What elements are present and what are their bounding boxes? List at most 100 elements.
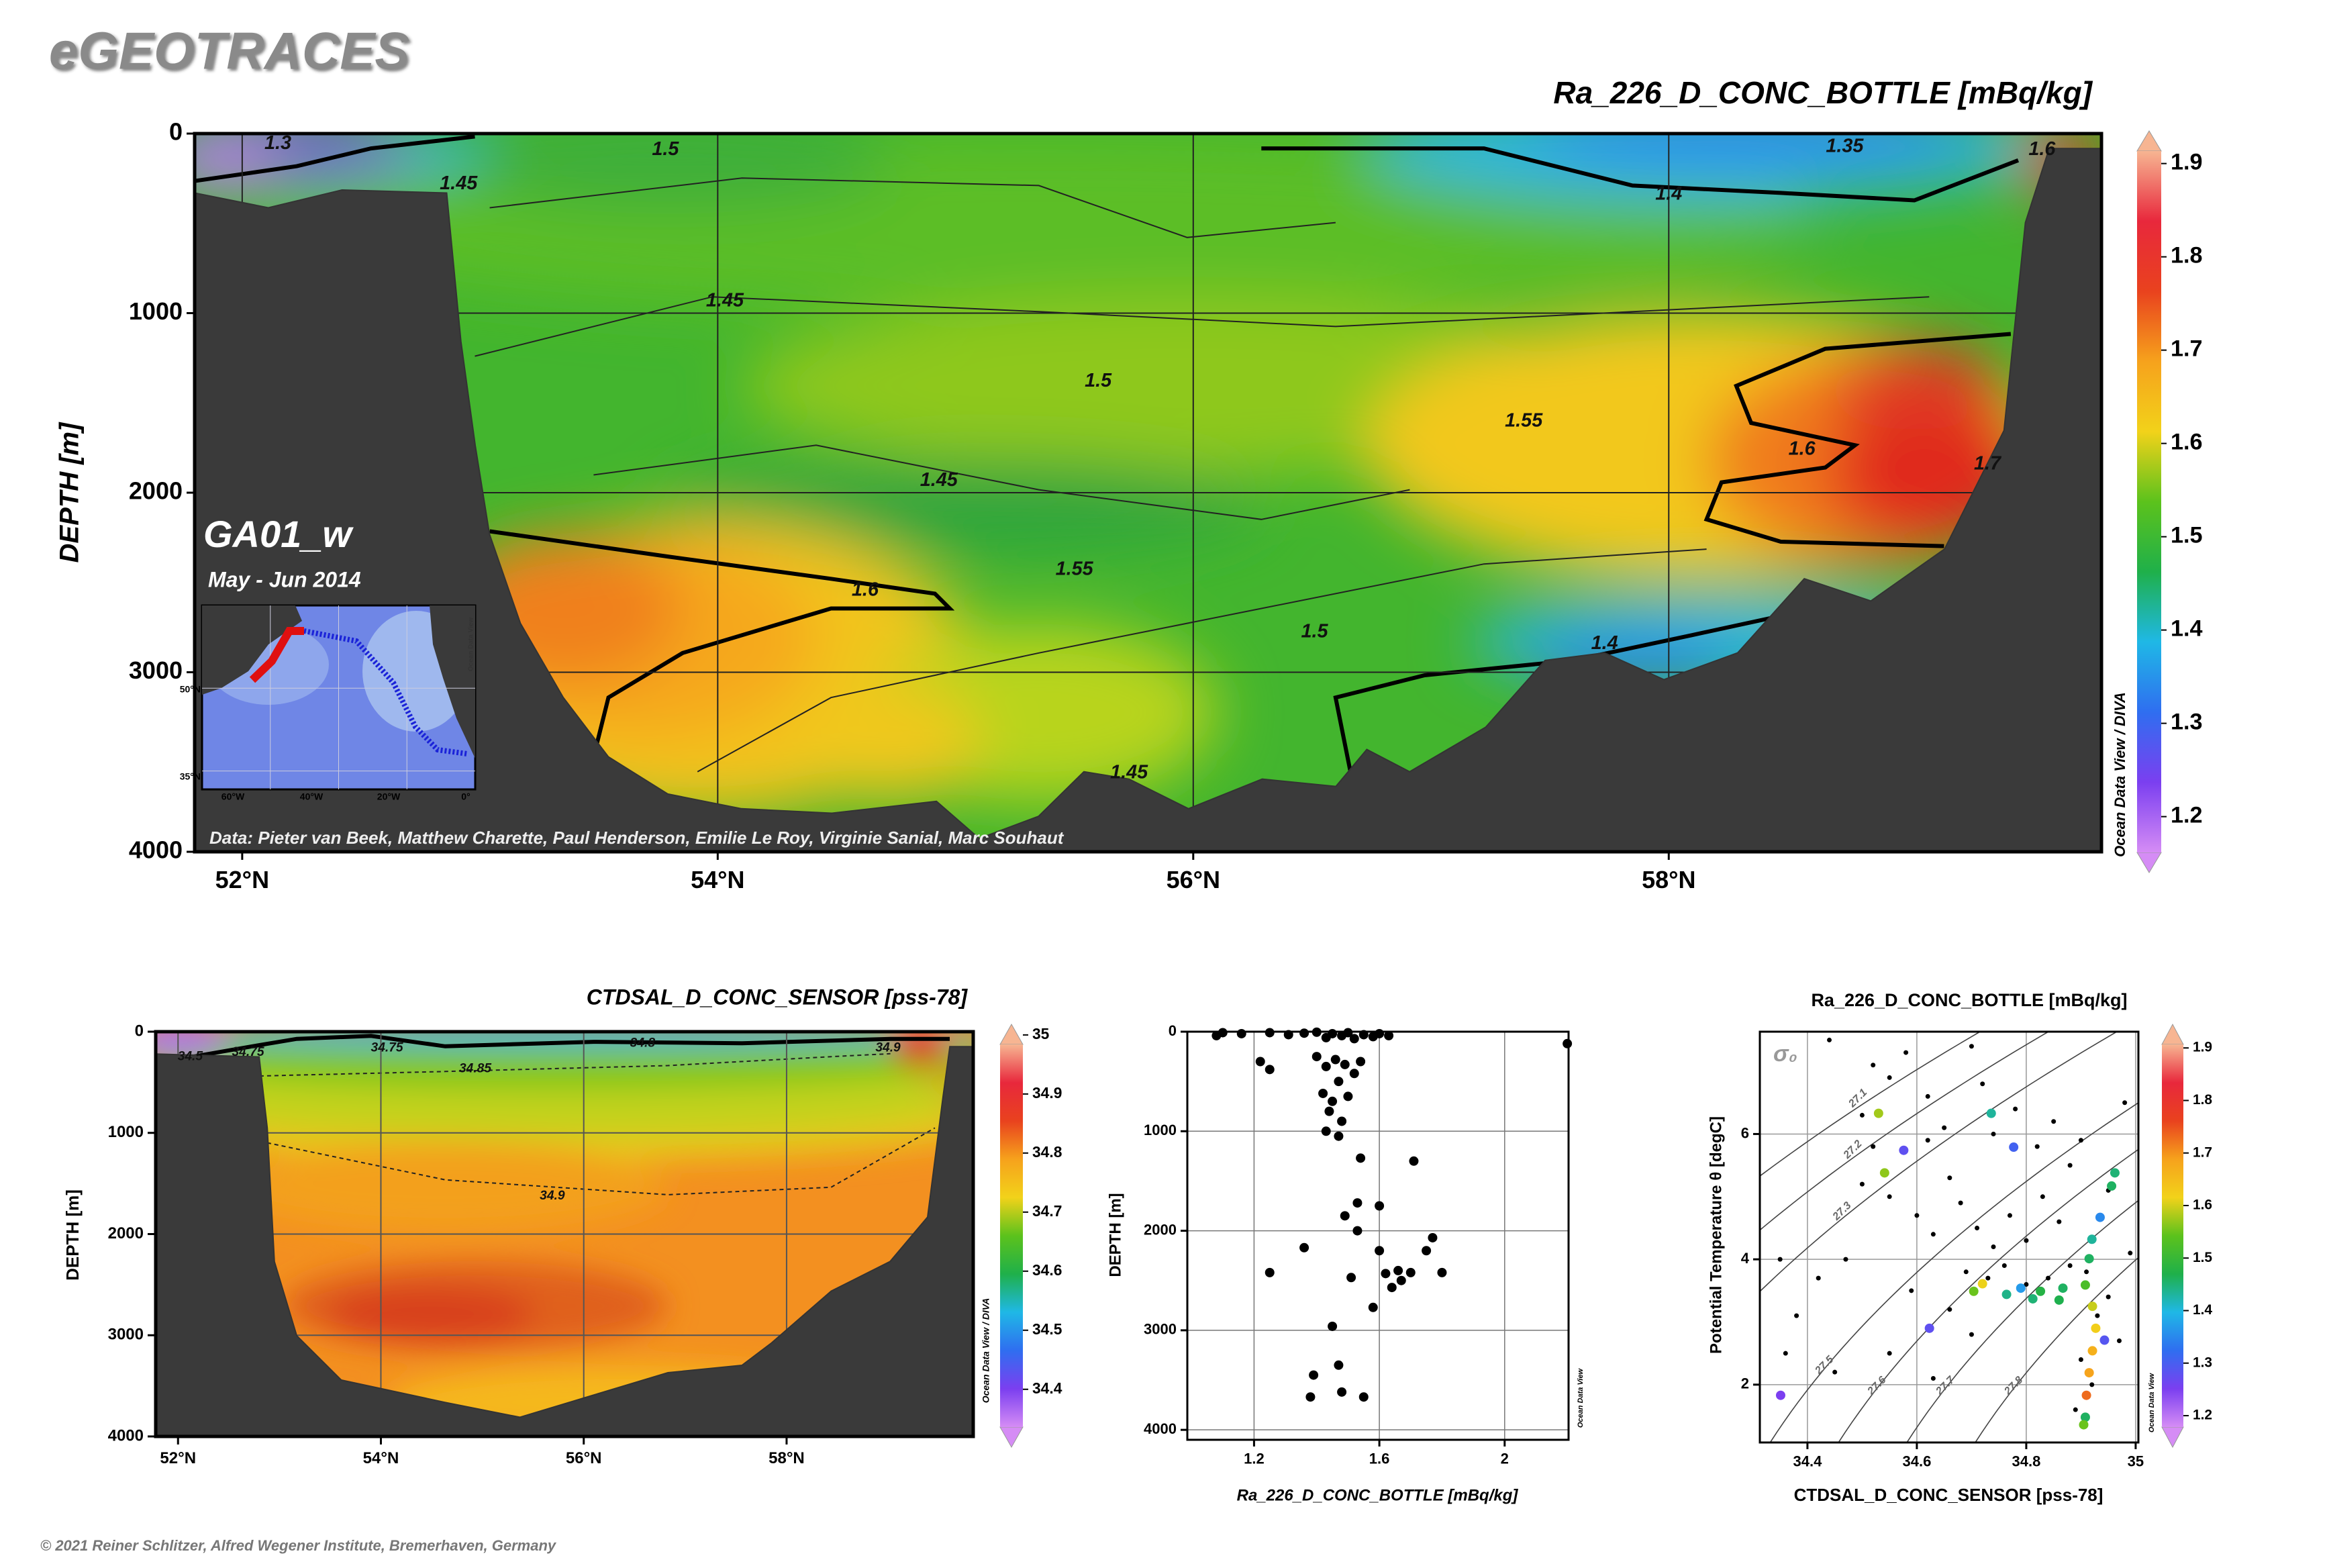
point	[1358, 1392, 1369, 1402]
dot	[2073, 1407, 2078, 1412]
dot	[1816, 1275, 1821, 1281]
dot	[1930, 1232, 1936, 1237]
point	[2087, 1302, 2097, 1312]
colorbar-tick-label: 1.9	[2171, 150, 2203, 175]
dot	[1887, 1075, 1892, 1080]
cruise-label: GA01_w	[203, 513, 354, 555]
inset-track-highlight	[249, 627, 304, 683]
dot	[2024, 1238, 2029, 1243]
dot	[2013, 1106, 2018, 1112]
point	[1375, 1246, 1385, 1256]
contour-line	[489, 529, 955, 758]
dot	[2067, 1263, 2073, 1268]
contour-label: 34.8	[630, 1036, 656, 1050]
point	[2009, 1142, 2019, 1153]
contour-line	[195, 134, 475, 183]
contour-line	[259, 1052, 891, 1077]
point	[1321, 1061, 1331, 1071]
isopycnal	[1760, 1032, 2049, 1231]
point	[1328, 1321, 1338, 1331]
plot-area	[1187, 1032, 1569, 1440]
copyright: © 2021 Reiner Schlitzer, Alfred Wegener …	[40, 1537, 557, 1554]
colorbar-tick-label: 34.8	[1032, 1143, 1062, 1161]
field-patch	[156, 1032, 230, 1057]
point	[2079, 1420, 2089, 1430]
dot	[2089, 1382, 2095, 1387]
point	[1340, 1211, 1350, 1221]
y-tick-label: 2000	[129, 477, 183, 505]
x-tick-label: 58°N	[769, 1449, 805, 1467]
x-tick-label: 34.8	[2012, 1453, 2041, 1470]
x-axis-label: Ra_226_D_CONC_BOTTLE [mBq/kg]	[1237, 1486, 1519, 1504]
field-patch	[801, 683, 980, 801]
colorbar	[1000, 1044, 1023, 1427]
contour-label: 34.85	[459, 1061, 491, 1075]
point	[1265, 1065, 1275, 1075]
point	[1977, 1279, 1987, 1289]
colorbar-tick-label: 1.7	[2193, 1144, 2212, 1160]
inset-lon-label: 40°W	[300, 791, 324, 802]
point	[1334, 1077, 1344, 1087]
contour-label: 1.5	[1301, 620, 1328, 642]
plot-frame	[154, 1030, 975, 1438]
dot	[1975, 1225, 1980, 1230]
dot	[1909, 1288, 1914, 1293]
y-tick-label: 0	[1169, 1022, 1177, 1039]
point	[1381, 1269, 1391, 1279]
colorbar	[2162, 1044, 2183, 1427]
point	[2084, 1368, 2094, 1378]
point	[2080, 1280, 2090, 1290]
point	[2091, 1323, 2101, 1333]
dot	[1942, 1125, 1947, 1130]
dot	[2051, 1119, 2057, 1124]
colorbar-tick-label: 1.9	[2193, 1040, 2212, 1055]
watermark: Ocean Data View	[2148, 1372, 2156, 1432]
point	[2084, 1254, 2094, 1264]
point	[1309, 1370, 1319, 1380]
chart-title: Ra_226_D_CONC_BOTTLE [mBq/kg]	[1811, 990, 2127, 1010]
chart-title: CTDSAL_D_CONC_SENSOR [pss-78]	[587, 985, 969, 1009]
contour-label: 1.45	[440, 173, 478, 194]
dot	[2046, 1275, 2051, 1281]
period-label: May - Jun 2014	[208, 567, 361, 591]
point	[1236, 1028, 1246, 1038]
dot	[1903, 1050, 1909, 1055]
field-patch	[1528, 134, 1974, 159]
point	[1334, 1360, 1344, 1370]
point	[1393, 1265, 1403, 1275]
point	[1986, 1108, 1996, 1118]
colorbar-tick-label: 1.8	[2171, 243, 2203, 268]
point	[1334, 1131, 1344, 1141]
contour-label: 1.55	[1056, 558, 1094, 580]
plot-area	[1760, 1032, 2138, 1442]
dot	[2007, 1213, 2012, 1218]
point	[2028, 1293, 2038, 1304]
dot	[2057, 1219, 2062, 1224]
contour-line	[475, 296, 1930, 357]
isopycnals	[1760, 1032, 2138, 1442]
colorbar-tick-label: 1.8	[2193, 1092, 2212, 1108]
point	[2095, 1212, 2105, 1222]
point	[1343, 1091, 1353, 1101]
inset-lat-label: 35°N	[180, 771, 201, 782]
contour-label: 1.55	[1505, 409, 1543, 431]
y-tick-label: 4000	[108, 1426, 144, 1444]
point	[1255, 1057, 1265, 1067]
colorbar-tick-label: 1.3	[2193, 1355, 2212, 1370]
x-tick-label: 58°N	[1642, 866, 1695, 893]
contour-label: 1.3	[264, 132, 291, 154]
inset-watermark: Ocean Data View	[468, 618, 475, 672]
dot	[2001, 1263, 2007, 1268]
contour-label: 34.5	[178, 1050, 203, 1064]
dot	[1794, 1313, 1799, 1318]
field-patch	[156, 1032, 973, 1089]
dot	[2095, 1313, 2100, 1318]
isopycnal	[1760, 1032, 1981, 1177]
colorbar-tick-label: 1.4	[2171, 616, 2203, 642]
inset-land	[202, 605, 302, 695]
inset-land	[430, 605, 475, 758]
x-tick-label: 52°N	[215, 866, 269, 893]
colorbar-tick-label: 34.6	[1032, 1261, 1062, 1279]
dot	[1969, 1044, 1974, 1049]
